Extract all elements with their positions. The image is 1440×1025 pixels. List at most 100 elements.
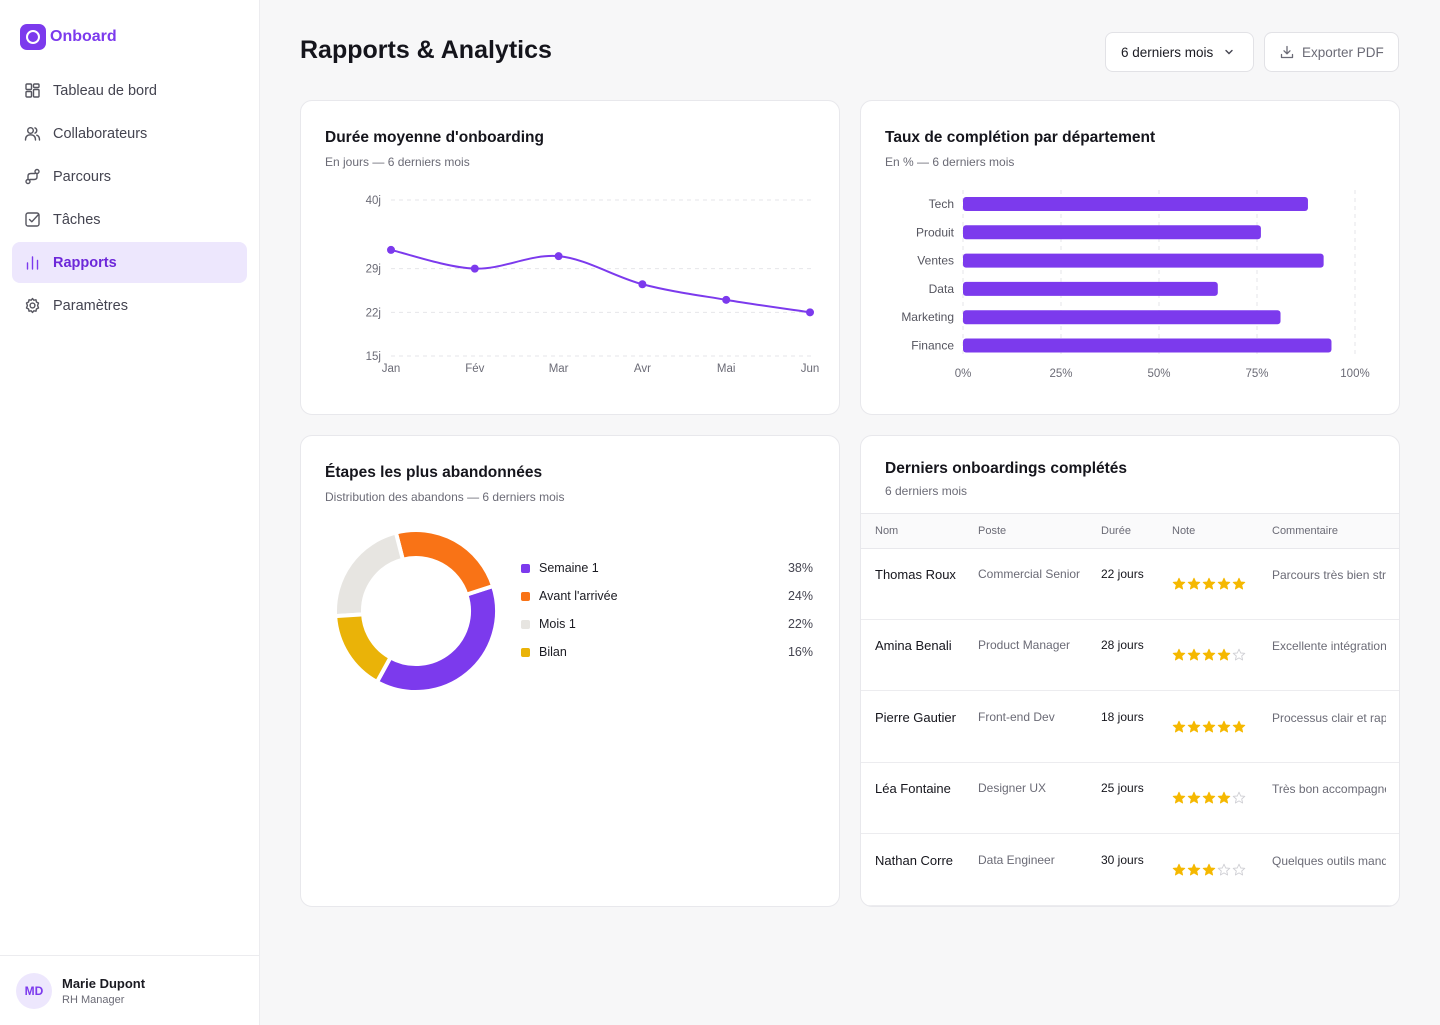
duration-card-title: Durée moyenne d'onboarding	[325, 129, 544, 146]
onboarding-duration: 25 jours	[1101, 781, 1144, 796]
data-point[interactable]	[722, 295, 731, 304]
data-point[interactable]	[387, 245, 395, 254]
page-title: Rapports & Analytics	[300, 36, 552, 64]
star-filled-icon	[1217, 577, 1231, 590]
rating-stars	[1172, 577, 1246, 591]
data-point[interactable]	[806, 308, 814, 317]
data-point[interactable]	[638, 280, 647, 289]
legend-value: 16%	[787, 645, 813, 659]
duration-card: Durée moyenne d'onboarding En jours — 6 …	[300, 100, 840, 415]
period-select[interactable]: 6 derniers mois	[1105, 32, 1254, 72]
sidebar-item-taches[interactable]: Tâches	[12, 199, 247, 240]
star-filled-icon	[1172, 863, 1186, 876]
donut-slice[interactable]	[333, 612, 394, 685]
sidebar-item-collaborateurs[interactable]: Collaborateurs	[12, 113, 247, 154]
column-header[interactable]: Note	[1172, 525, 1196, 537]
star-filled-icon	[1187, 649, 1201, 661]
donut-slice[interactable]	[374, 583, 499, 694]
bar[interactable]	[963, 338, 1332, 353]
sidebar-item-parametres[interactable]: Paramètres	[12, 285, 247, 326]
legend-label: Semaine 1	[539, 561, 599, 575]
user-name: Marie Dupont	[62, 975, 146, 991]
recent-card-subtitle: 6 derniers mois	[885, 484, 968, 498]
bar[interactable]	[963, 253, 1324, 268]
employee-name: Amina Benali	[875, 638, 952, 654]
export-pdf-label: Exporter PDF	[1302, 44, 1384, 60]
rating-stars	[1172, 791, 1246, 805]
x-tick-label: 0%	[955, 368, 972, 380]
employee-position: Data Engineer	[978, 852, 1055, 867]
users-icon	[24, 127, 41, 141]
column-header[interactable]: Durée	[1101, 525, 1131, 537]
x-tick-label: 50%	[1147, 368, 1170, 380]
employee-comment: Très bon accompagnement	[1272, 782, 1386, 797]
star-filled-icon	[1187, 791, 1201, 804]
category-label: Ventes	[917, 254, 954, 268]
employee-name: Pierre Gautier	[875, 709, 956, 725]
checkbox-icon	[25, 212, 40, 227]
employee-position: Product Manager	[978, 638, 1071, 653]
data-point[interactable]	[470, 264, 479, 273]
employee-position: Commercial Senior	[978, 567, 1081, 581]
employee-name: Léa Fontaine	[875, 781, 951, 797]
x-tick-label: Mai	[717, 363, 736, 375]
table-row[interactable]: Thomas Roux Commercial Senior 22 jours Parc…	[861, 549, 1399, 620]
category-label: Data	[929, 282, 955, 296]
user-profile[interactable]: MD Marie Dupont RH Manager	[0, 955, 259, 1025]
period-select-label: 6 derniers mois	[1121, 44, 1214, 60]
y-tick-label: 40j	[366, 195, 381, 207]
table-row[interactable]: Pierre Gautier Front-end Dev 18 jours Proce…	[861, 692, 1399, 763]
dropoff-card: Étapes les plus abandonnées Distribution…	[300, 435, 840, 907]
dropoff-card-title: Étapes les plus abandonnées	[325, 464, 543, 481]
star-filled-icon	[1202, 649, 1216, 661]
donut-slice[interactable]	[393, 528, 496, 598]
sidebar-item-tableau-de-bord[interactable]: Tableau de bord	[12, 70, 247, 111]
bar[interactable]	[963, 225, 1261, 240]
sidebar-item-label: Parcours	[53, 168, 112, 185]
app-logo[interactable]: Onboard	[20, 24, 117, 50]
gear-icon	[25, 297, 40, 314]
rating-stars	[1172, 863, 1246, 877]
route-icon	[25, 168, 40, 185]
column-header[interactable]: Poste	[978, 525, 1007, 537]
legend-value: 22%	[787, 617, 813, 631]
data-point[interactable]	[554, 252, 563, 261]
table-row[interactable]: Amina Benali Product Manager 28 jours Excel…	[861, 620, 1399, 692]
sidebar-item-parcours[interactable]: Parcours	[12, 156, 247, 197]
legend-label: Mois 1	[539, 617, 576, 631]
rating-stars	[1172, 648, 1246, 662]
column-header[interactable]: Nom	[875, 525, 899, 537]
legend-swatch	[521, 591, 530, 601]
sidebar-item-label: Tâches	[53, 211, 101, 228]
y-tick-label: 29j	[366, 264, 381, 276]
series-line	[390, 248, 811, 314]
star-filled-icon	[1172, 791, 1186, 804]
sidebar-item-rapports[interactable]: Rapports	[12, 242, 247, 283]
download-icon	[1280, 45, 1294, 59]
sidebar-item-label: Rapports	[53, 254, 117, 271]
legend-swatch	[521, 619, 530, 629]
grid-icon	[25, 83, 40, 98]
sidebar-item-label: Collaborateurs	[53, 125, 148, 142]
legend-item: Avant l'arrivée 24%	[521, 582, 813, 610]
y-tick-label: 22j	[366, 307, 381, 319]
star-filled-icon	[1172, 649, 1186, 661]
bar[interactable]	[963, 281, 1218, 296]
star-filled-icon	[1187, 577, 1201, 590]
completion-card-title: Taux de complétion par département	[885, 129, 1156, 146]
donut-slice[interactable]	[333, 530, 406, 619]
star-filled-icon	[1172, 577, 1186, 590]
bar-chart-icon	[26, 256, 39, 270]
legend-value: 24%	[787, 589, 813, 603]
dropoff-donut-chart	[333, 528, 499, 694]
export-pdf-button[interactable]: Exporter PDF	[1264, 32, 1399, 72]
app-name: Onboard	[50, 28, 117, 45]
table-row[interactable]: Nathan Corre Data Engineer 30 jours Quelque…	[861, 835, 1399, 906]
sidebar-item-label: Tableau de bord	[53, 82, 157, 99]
table-row[interactable]: Léa Fontaine Designer UX 25 jours Très bon …	[861, 763, 1399, 835]
bar[interactable]	[963, 197, 1308, 211]
column-header[interactable]: Commentaire	[1272, 525, 1339, 537]
bar[interactable]	[963, 310, 1281, 325]
recent-card-title: Derniers onboardings complétés	[885, 460, 1128, 477]
